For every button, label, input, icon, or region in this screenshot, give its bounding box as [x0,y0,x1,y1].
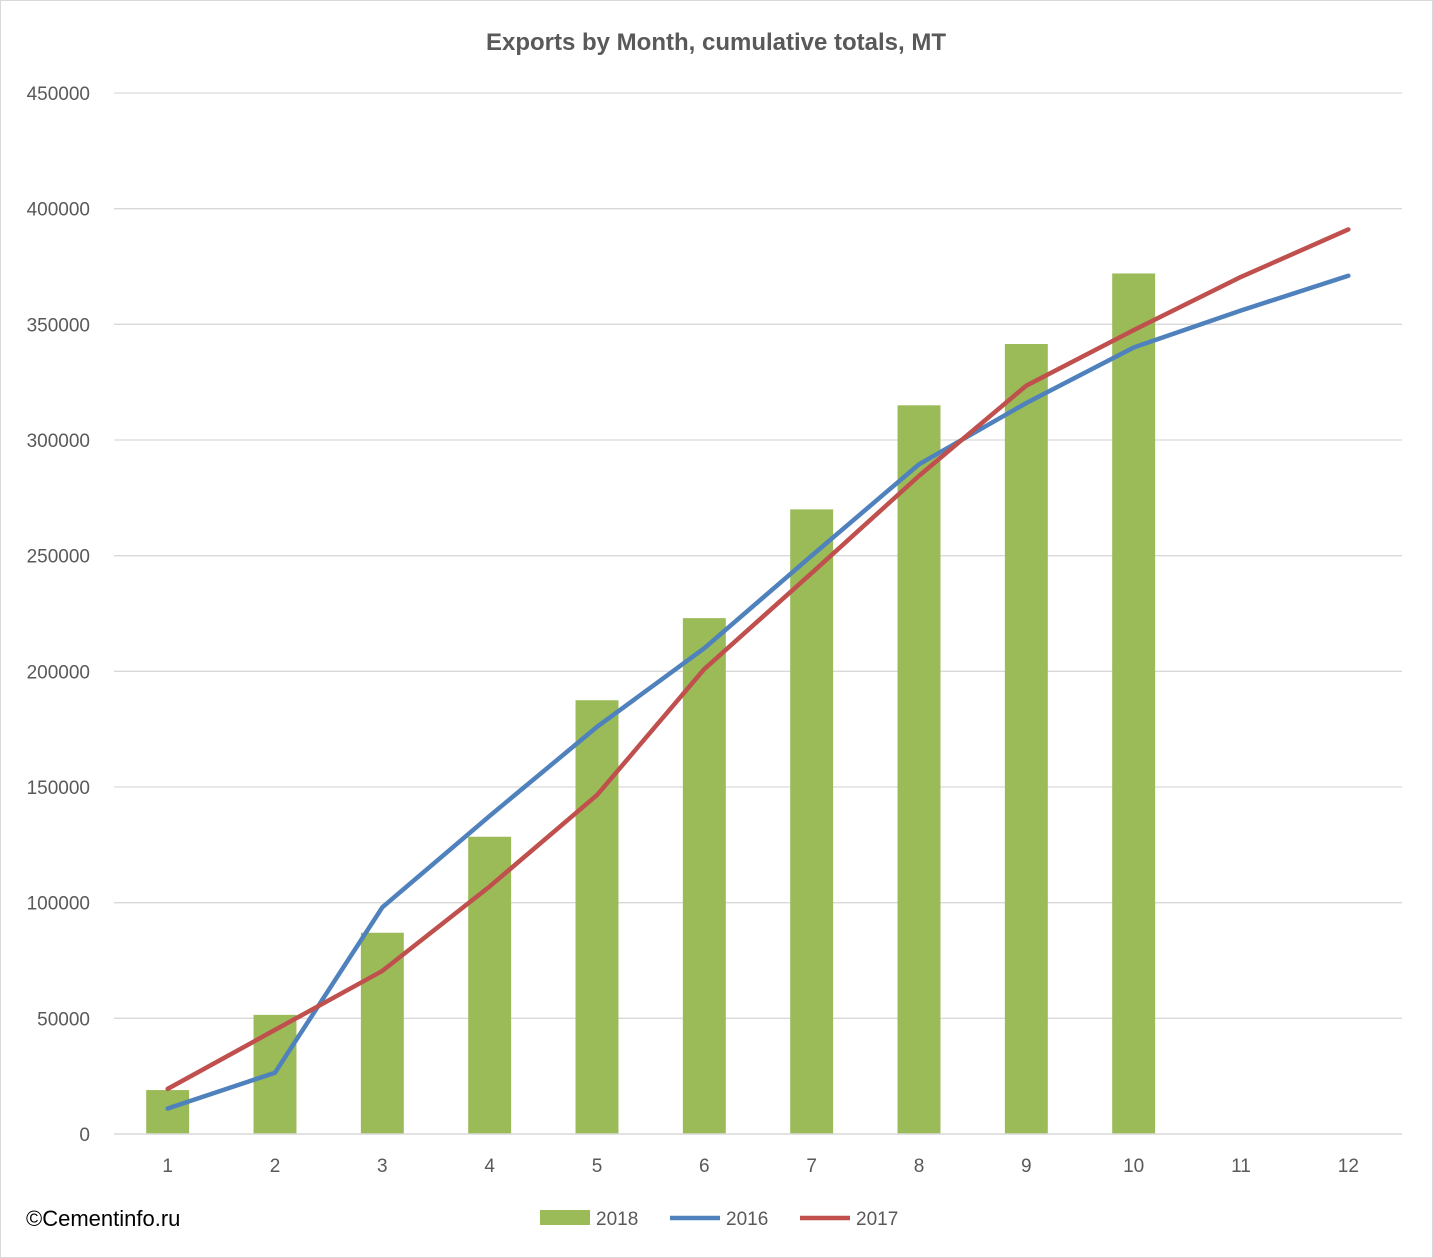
legend: 2018 2016 2017 [540,1209,898,1230]
y-tick-label: 300000 [27,431,90,452]
y-tick-label: 350000 [27,315,90,336]
bar-2018-6 [682,618,726,1134]
x-tick-label: 9 [1021,1156,1032,1177]
bar-2018-3 [360,932,404,1134]
bar-2018-4 [468,836,512,1134]
y-tick-label: 250000 [27,547,90,568]
x-tick-label: 11 [1231,1156,1251,1177]
x-tick-label: 8 [914,1156,925,1177]
bar-2018-8 [897,405,941,1134]
x-tick-label: 3 [377,1156,388,1177]
legend-label-2016: 2016 [726,1209,768,1230]
y-tick-label: 150000 [27,778,90,799]
x-tick-label: 2 [270,1156,281,1177]
line-series-2017 [165,227,1351,1092]
x-tick-label: 1 [162,1156,173,1177]
x-tick-label: 4 [484,1156,495,1177]
chart-title: Exports by Month, cumulative totals, MT [486,29,946,56]
x-tick-label: 10 [1123,1156,1144,1177]
y-tick-label: 50000 [37,1009,90,1030]
x-tick-label: 7 [806,1156,817,1177]
x-axis-ticks: 1 2 3 4 5 6 7 8 9 10 11 12 [162,1156,1359,1177]
y-tick-label: 450000 [27,84,90,105]
legend-label-2018: 2018 [596,1209,638,1230]
y-tick-label: 100000 [27,894,90,915]
legend-swatch-2018 [540,1210,590,1225]
line-series [165,227,1351,1111]
bar-2018-5 [575,700,619,1134]
bar-2018-9 [1004,343,1048,1134]
x-tick-label: 6 [699,1156,710,1177]
x-tick-label: 12 [1338,1156,1359,1177]
y-axis-ticks: 0 50000 100000 150000 200000 250000 300000 3500… [27,84,90,1146]
bar-2018-1 [146,1090,190,1134]
gridlines [114,92,1402,1019]
y-tick-label: 400000 [27,200,90,221]
y-tick-label: 200000 [27,662,90,683]
x-tick-label: 5 [592,1156,603,1177]
bar-2018-10 [1112,273,1156,1134]
y-tick-label: 0 [79,1125,90,1146]
bar-series [146,273,1156,1134]
line-series-2016 [165,273,1351,1111]
credit-text: ©Cementinfo.ru [26,1206,181,1231]
legend-label-2017: 2017 [856,1209,898,1230]
bar-2018-7 [790,509,834,1134]
